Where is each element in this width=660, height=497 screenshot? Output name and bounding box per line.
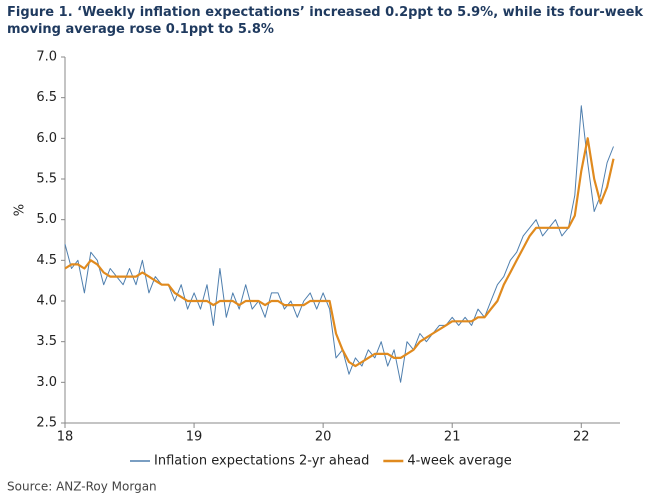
- x-tick-label: 18: [57, 430, 74, 445]
- series-line: [64, 137, 615, 368]
- y-tick-label: 2.5: [36, 416, 57, 431]
- x-tick-label: 21: [444, 430, 461, 445]
- x-tick-label: 22: [573, 430, 590, 445]
- x-tick-label: 20: [315, 430, 332, 445]
- y-axis-label: %: [13, 204, 28, 216]
- legend-label: Inflation expectations 2-yr ahead: [154, 454, 369, 469]
- y-tick-label: 3.0: [36, 375, 57, 390]
- y-tick-label: 5.5: [36, 172, 57, 187]
- legend-label: 4-week average: [407, 454, 511, 469]
- x-tick-label: 19: [186, 430, 203, 445]
- y-tick-label: 3.5: [36, 334, 57, 349]
- y-tick-label: 6.0: [36, 131, 57, 146]
- source: Source: ANZ-Roy Morgan: [7, 480, 157, 494]
- y-tick-label: 4.0: [36, 294, 57, 309]
- y-tick-label: 7.0: [36, 50, 57, 65]
- chart-title: Figure 1. ‘Weekly inflation expectations…: [7, 5, 644, 37]
- y-tick-label: 5.0: [36, 212, 57, 227]
- y-tick-label: 4.5: [36, 253, 57, 268]
- series-line: [64, 105, 614, 383]
- y-tick-label: 6.5: [36, 90, 57, 105]
